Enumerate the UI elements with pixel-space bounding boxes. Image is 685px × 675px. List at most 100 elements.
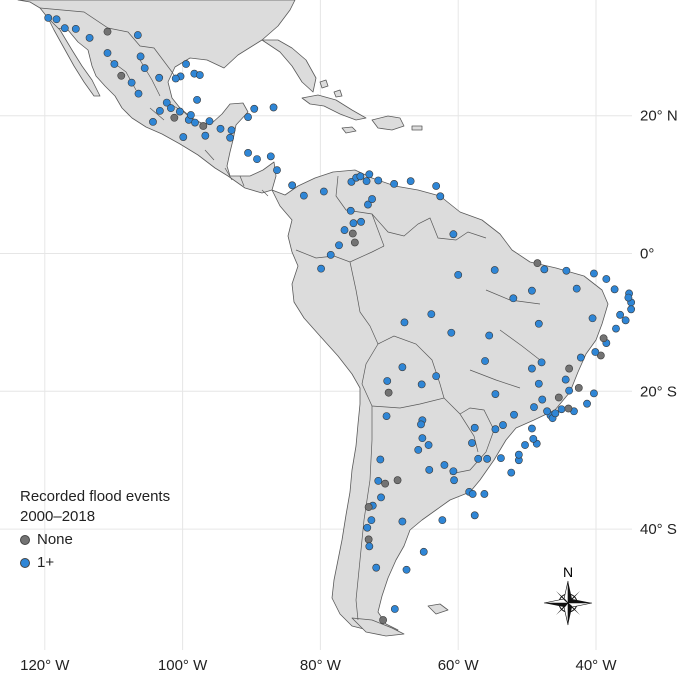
flood-point <box>583 399 591 408</box>
no-flood-point <box>599 334 608 343</box>
flood-point <box>368 195 376 203</box>
latitude-label: 20° N <box>640 108 678 125</box>
flood-point <box>357 217 365 226</box>
flood-point <box>400 318 409 327</box>
flood-point <box>481 357 489 365</box>
flood-point <box>335 241 343 250</box>
flood-point <box>419 547 428 556</box>
flood-point <box>182 60 190 68</box>
flood-point <box>374 476 383 485</box>
cuba <box>301 94 367 121</box>
flood-point <box>273 166 281 175</box>
flood-point <box>612 324 620 333</box>
flood-point <box>440 461 449 469</box>
flood-point <box>436 192 445 201</box>
flood-point <box>521 441 529 449</box>
flood-point <box>149 118 157 126</box>
flood-point <box>417 420 425 429</box>
flood-point <box>191 118 199 127</box>
longitude-label: 80° W <box>300 657 342 674</box>
flood-point <box>201 131 210 140</box>
no-flood-point <box>364 503 373 511</box>
flood-point <box>227 126 236 135</box>
flood-point <box>602 275 611 283</box>
flood-point <box>528 424 536 433</box>
no-flood-point <box>574 383 583 392</box>
flood-point <box>319 187 328 196</box>
no-flood-point <box>117 71 126 80</box>
compass-north-label: N <box>563 564 573 580</box>
flood-point <box>340 226 349 234</box>
flood-point <box>288 181 297 190</box>
falkland-islands <box>427 603 449 615</box>
flood-point <box>514 450 523 459</box>
no-flood-point <box>533 259 542 268</box>
latitude-label: 0° <box>640 246 654 263</box>
flood-point <box>483 454 492 463</box>
no-flood-point <box>384 388 393 397</box>
flood-point <box>390 605 399 613</box>
flood-point <box>538 395 547 404</box>
flood-point <box>490 266 499 274</box>
jamaica <box>341 126 357 134</box>
flood-point <box>591 348 600 356</box>
flood-point <box>390 180 399 188</box>
flood-point <box>509 294 518 303</box>
flood-point <box>627 305 636 314</box>
flood-point <box>71 24 80 33</box>
flood-point <box>624 293 633 302</box>
flood-point <box>449 230 458 239</box>
flood-point <box>179 133 188 141</box>
no-flood-point <box>199 122 208 130</box>
flood-point <box>377 493 385 502</box>
flood-point <box>480 490 489 498</box>
flood-points <box>44 13 636 624</box>
flood-point <box>250 104 259 113</box>
flood-point <box>193 95 201 104</box>
legend: Recorded flood events 2000–2018 None 1+ <box>20 487 190 573</box>
flood-point <box>543 407 551 416</box>
flood-point <box>565 386 574 395</box>
flood-point <box>103 49 112 57</box>
flood-point <box>356 172 365 181</box>
flood-point <box>528 286 536 295</box>
no-flood-point <box>379 616 387 624</box>
flood-point <box>110 60 119 68</box>
flood-point <box>499 421 507 429</box>
flood-point <box>510 410 518 419</box>
flood-point <box>621 316 630 325</box>
flood-point <box>186 111 195 119</box>
flood-point <box>365 170 374 179</box>
latitude-label: 20° S <box>640 383 677 400</box>
flood-point <box>470 511 479 520</box>
flood-point <box>269 103 278 112</box>
no-flood-point <box>564 404 573 413</box>
flood-point <box>588 314 597 323</box>
flood-point <box>447 328 456 337</box>
flood-point <box>425 465 434 474</box>
flood-point <box>530 403 538 412</box>
flood-point <box>590 389 598 398</box>
legend-label-none: None <box>37 531 73 548</box>
flood-point <box>474 454 483 463</box>
flood-point <box>171 74 180 83</box>
landmasses <box>17 0 609 637</box>
flood-point <box>432 372 441 381</box>
flood-point <box>561 375 570 384</box>
flood-point <box>134 89 143 98</box>
no-flood-point <box>554 393 563 402</box>
flood-point <box>266 152 275 161</box>
flood-point <box>417 380 426 389</box>
flood-point <box>468 490 477 498</box>
puerto-rico <box>411 125 423 131</box>
flood-point <box>363 523 372 532</box>
flood-point <box>60 24 69 33</box>
flood-point <box>557 405 566 414</box>
flood-point <box>576 353 585 362</box>
flood-point <box>610 285 619 294</box>
flood-point <box>572 284 581 293</box>
baja-california <box>47 17 101 97</box>
flood-point <box>367 516 376 525</box>
flood-point <box>529 434 538 443</box>
